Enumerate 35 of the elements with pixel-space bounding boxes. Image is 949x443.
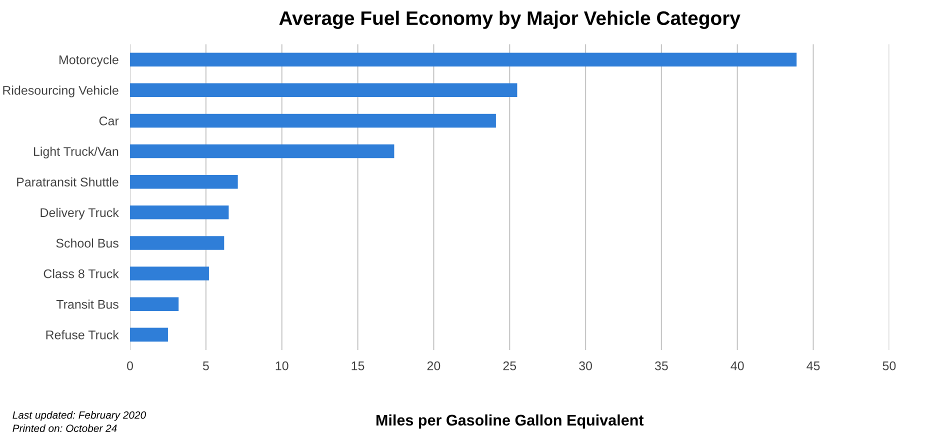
x-tick-label: 10 (276, 361, 288, 370)
x-tick-label: 20 (427, 361, 440, 370)
y-tick-label: Refuse Truck (46, 330, 119, 340)
y-tick-label: Transit Bus (56, 300, 118, 309)
bar (130, 83, 518, 98)
x-tick-label: 30 (579, 361, 592, 370)
chart-title: Average Fuel Economy by Major Vehicle Category (279, 10, 740, 29)
x-tick-label: 50 (882, 361, 896, 370)
bar (130, 174, 238, 189)
y-tick-label: Class 8 Truck (44, 269, 119, 278)
text: Printed on: October 24 (12, 424, 117, 432)
y-tick-label: Light Truck/Van (34, 146, 118, 158)
bar (130, 328, 168, 342)
y-tick-label: School Bus (56, 238, 118, 248)
bar (130, 144, 394, 158)
x-tick-label: 5 (202, 362, 209, 370)
bar (130, 206, 229, 220)
text: Last updated: February 2020 (12, 411, 146, 421)
bar (130, 236, 224, 250)
bar (130, 266, 209, 280)
y-tick-label: Delivery Truck (40, 208, 119, 220)
y-tick-label: Motorcycle (60, 55, 118, 67)
x-tick-label: 40 (730, 361, 744, 370)
bar (130, 114, 496, 128)
x-tick-label: 15 (352, 362, 364, 370)
x-tick-label: 45 (806, 362, 820, 370)
y-tick-label: Ridesourcing Vehicle (3, 86, 118, 98)
x-tick-label: 25 (503, 361, 516, 370)
y-tick-label: Car (99, 116, 119, 126)
x-axis-title: Miles per Gasoline Gallon Equivalent (376, 414, 644, 429)
y-tick-label: Paratransit Shuttle (17, 177, 118, 187)
x-tick-label: 35 (654, 361, 668, 370)
bar (130, 52, 797, 66)
bar (130, 297, 179, 311)
x-tick-label: 0 (127, 361, 133, 370)
